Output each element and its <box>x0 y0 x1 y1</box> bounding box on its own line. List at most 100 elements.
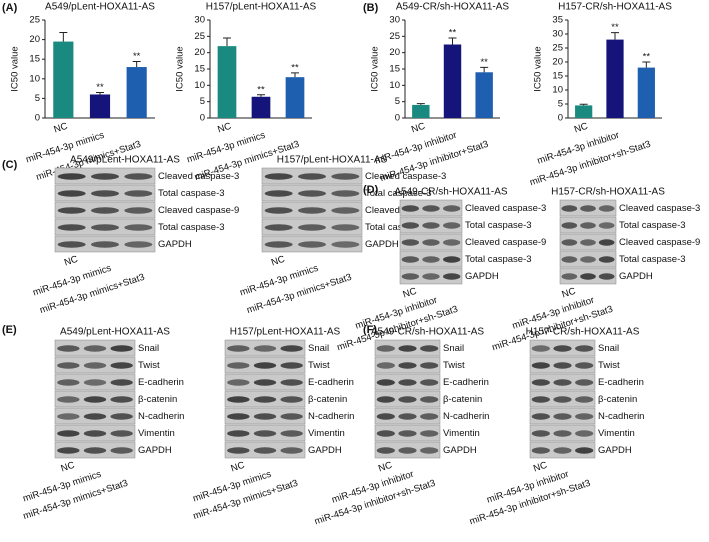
blot-band <box>376 447 395 454</box>
blot-row-label: Vimentin <box>308 428 345 439</box>
error-bar <box>416 103 425 105</box>
blot-band <box>376 345 395 352</box>
blot-title: H157/pLent-HOXA11-AS <box>230 327 341 338</box>
y-tick-label: 20 <box>194 47 205 58</box>
blot-band <box>298 190 326 197</box>
blot-row-label: Cleaved caspase-9 <box>619 237 700 248</box>
blot-row-label: E-cadherin <box>443 377 489 388</box>
lane-label: NC <box>532 460 549 475</box>
y-tick-label: 0 <box>558 113 563 124</box>
blot-band <box>227 396 250 403</box>
y-tick-label: 5 <box>395 96 400 107</box>
lane-label: NC <box>270 254 287 269</box>
y-tick-label: 35 <box>552 15 563 26</box>
blot-band <box>398 379 417 386</box>
blot-row-label: GAPDH <box>443 445 477 456</box>
blot-row-label: β-catenin <box>308 394 347 405</box>
blot-band <box>91 241 119 248</box>
bar <box>285 77 305 118</box>
blot-band <box>398 396 417 403</box>
blot-band <box>298 224 326 231</box>
blot-band <box>442 273 461 280</box>
x-tick-label: NC <box>573 121 590 136</box>
blot-row-label: Total caspase-3 <box>465 254 532 265</box>
blot-band <box>227 362 250 369</box>
panel-label: (B) <box>363 2 379 14</box>
blot-band <box>401 239 420 246</box>
y-tick-label: 15 <box>552 71 563 82</box>
blot-band <box>531 413 550 420</box>
blot-row-label: Cleaved caspase-9 <box>465 237 546 248</box>
y-axis-label: IC50 value <box>370 46 381 91</box>
blot-band <box>253 345 277 352</box>
blot-band <box>420 447 439 454</box>
blot-band <box>91 207 119 214</box>
blot-band <box>575 396 594 403</box>
blot-band <box>401 222 420 229</box>
error-bar <box>257 94 265 97</box>
blot-band <box>422 205 440 212</box>
y-tick-label: 5 <box>558 99 563 110</box>
blot-band <box>442 239 461 246</box>
blot-band <box>420 362 439 369</box>
lane-label: NC <box>230 460 247 475</box>
y-tick-label: 25 <box>552 43 563 54</box>
blot-row-label: Total caspase-3 <box>365 188 432 199</box>
error-bar <box>480 66 489 73</box>
x-tick-label: NC <box>53 121 70 136</box>
blot-band <box>561 239 578 246</box>
significance: ** <box>611 22 619 33</box>
chart-title: A549-CR/sh-HOXA11-AS <box>396 2 510 13</box>
blot-band <box>124 190 153 197</box>
chart-title: H157-CR/sh-HOXA11-AS <box>558 2 672 13</box>
lane-label: NC <box>60 460 77 475</box>
blot-band <box>531 430 550 437</box>
blot-band <box>598 222 615 229</box>
blot-band <box>598 256 615 263</box>
blot-band <box>227 447 250 454</box>
blot-band <box>57 345 80 352</box>
blot-row-label: Total caspase-3 <box>365 222 432 233</box>
y-tick-label: 10 <box>389 80 400 91</box>
blot-band <box>575 379 594 386</box>
y-tick-label: 20 <box>29 34 40 45</box>
blot-band <box>422 222 440 229</box>
blot-band <box>376 430 395 437</box>
blot-title: A549/pLent-HOXA11-AS <box>70 155 180 166</box>
blot-band <box>575 413 594 420</box>
blot-band <box>280 379 303 386</box>
blot-row-label: Vimentin <box>138 428 175 439</box>
bar <box>89 94 111 118</box>
blot-band <box>553 362 572 369</box>
blot-band <box>531 362 550 369</box>
bar <box>217 46 237 119</box>
significance: ** <box>480 57 488 68</box>
blot-band <box>420 413 439 420</box>
blot-row-label: Cleaved caspase-3 <box>465 203 546 214</box>
blot-band <box>422 273 440 280</box>
blot-title: H157-CR/sh-HOXA11-AS <box>551 187 665 198</box>
bar <box>575 105 593 118</box>
blot-band <box>57 413 80 420</box>
blot-band <box>442 256 461 263</box>
blot-band <box>580 239 596 246</box>
significance: ** <box>449 27 457 38</box>
lane-label: NC <box>377 460 394 475</box>
blot-band <box>264 224 293 231</box>
y-tick-label: 25 <box>194 31 205 42</box>
panel-label: (A) <box>2 2 18 14</box>
blot-band <box>83 396 107 403</box>
panel-label: (C) <box>2 159 18 171</box>
blot-row-label: β-catenin <box>443 394 482 405</box>
error-bar <box>59 32 68 42</box>
blot-band <box>598 205 615 212</box>
blot-band <box>442 222 461 229</box>
bar <box>606 39 624 118</box>
blot-band <box>57 430 80 437</box>
blot-band <box>401 256 420 263</box>
blot-band <box>553 447 572 454</box>
blot-band <box>331 190 360 197</box>
lane-label: NC <box>402 286 419 301</box>
blot-band <box>398 413 417 420</box>
blot-band <box>83 413 107 420</box>
